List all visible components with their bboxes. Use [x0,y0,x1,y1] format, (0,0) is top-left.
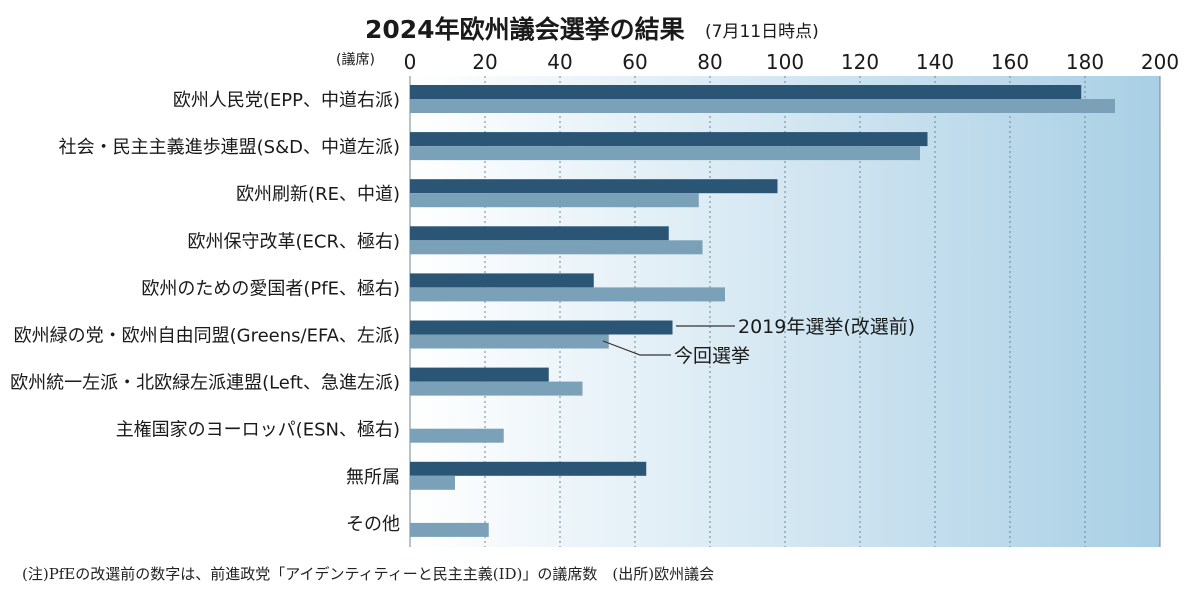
bar-current [410,428,504,443]
bar-current [410,193,699,208]
bar-current [410,99,1115,113]
tick-label: 80 [697,50,722,74]
unit-label: (議席) [336,51,375,68]
category-labels: 欧州人民党(EPP、中道右派) 社会・民主主義進歩連盟(S&D、中道左派) 欧州刷新… [10,90,400,535]
bar-prev [410,273,594,288]
bar-current [410,146,920,161]
bar-current [410,522,489,537]
bar-current [410,334,609,349]
bar-prev [410,85,1082,99]
legend-label-2019: 2019年選挙(改選前) [738,316,915,338]
bar-prev [410,179,778,194]
bar-current [410,475,455,490]
tick-label: 0 [404,50,417,74]
tick-label: 140 [916,50,954,74]
category-label: 主権国家のヨーロッパ(ESN、極右) [116,420,400,441]
bar-current [410,287,725,302]
chart-subtitle: (7月11日時点) [705,22,819,42]
bar-prev [410,367,549,382]
tick-label: 120 [841,50,879,74]
tick-label: 60 [622,50,647,74]
legend: 2019年選挙(改選前) 今回選挙 [602,316,915,367]
category-label: 欧州のための愛国者(PfE、極右) [141,278,400,299]
category-label: 社会・民主主義進歩連盟(S&D、中道左派) [59,137,400,158]
bar-current [410,381,583,396]
tick-label: 20 [472,50,497,74]
bar-current [410,240,703,255]
tick-label: 40 [547,50,572,74]
category-label: 欧州保守改革(ECR、極右) [188,231,401,252]
bar-prev [410,320,673,335]
tick-labels: 0 20 40 60 80 100 120 140 160 180 200 [404,50,1179,74]
category-label: 無所属 [346,467,400,488]
bars [410,85,1115,537]
tick-label: 180 [1066,50,1104,74]
category-label: 欧州統一左派・北欧緑左派連盟(Left、急進左派) [10,373,400,394]
category-label: その他 [346,514,400,535]
category-label: 欧州緑の党・欧州自由同盟(Greens/EFA、左派) [14,326,400,347]
legend-label-current: 今回選挙 [674,345,750,367]
legend-leader-current [602,340,671,356]
bar-prev [410,132,928,147]
category-label: 欧州人民党(EPP、中道右派) [173,90,400,111]
bar-prev [410,461,647,476]
tick-label: 160 [991,50,1029,74]
tick-label: 100 [766,50,804,74]
tick-label: 200 [1141,50,1179,74]
bar-prev [410,226,669,241]
category-label: 欧州刷新(RE、中道) [236,184,400,205]
footnote: (注)PfEの改選前の数字は、前進政党「アイデンティティーと民主主義(ID)」の… [22,565,715,583]
chart-title: 2024年欧州議会選挙の結果 [365,15,685,44]
